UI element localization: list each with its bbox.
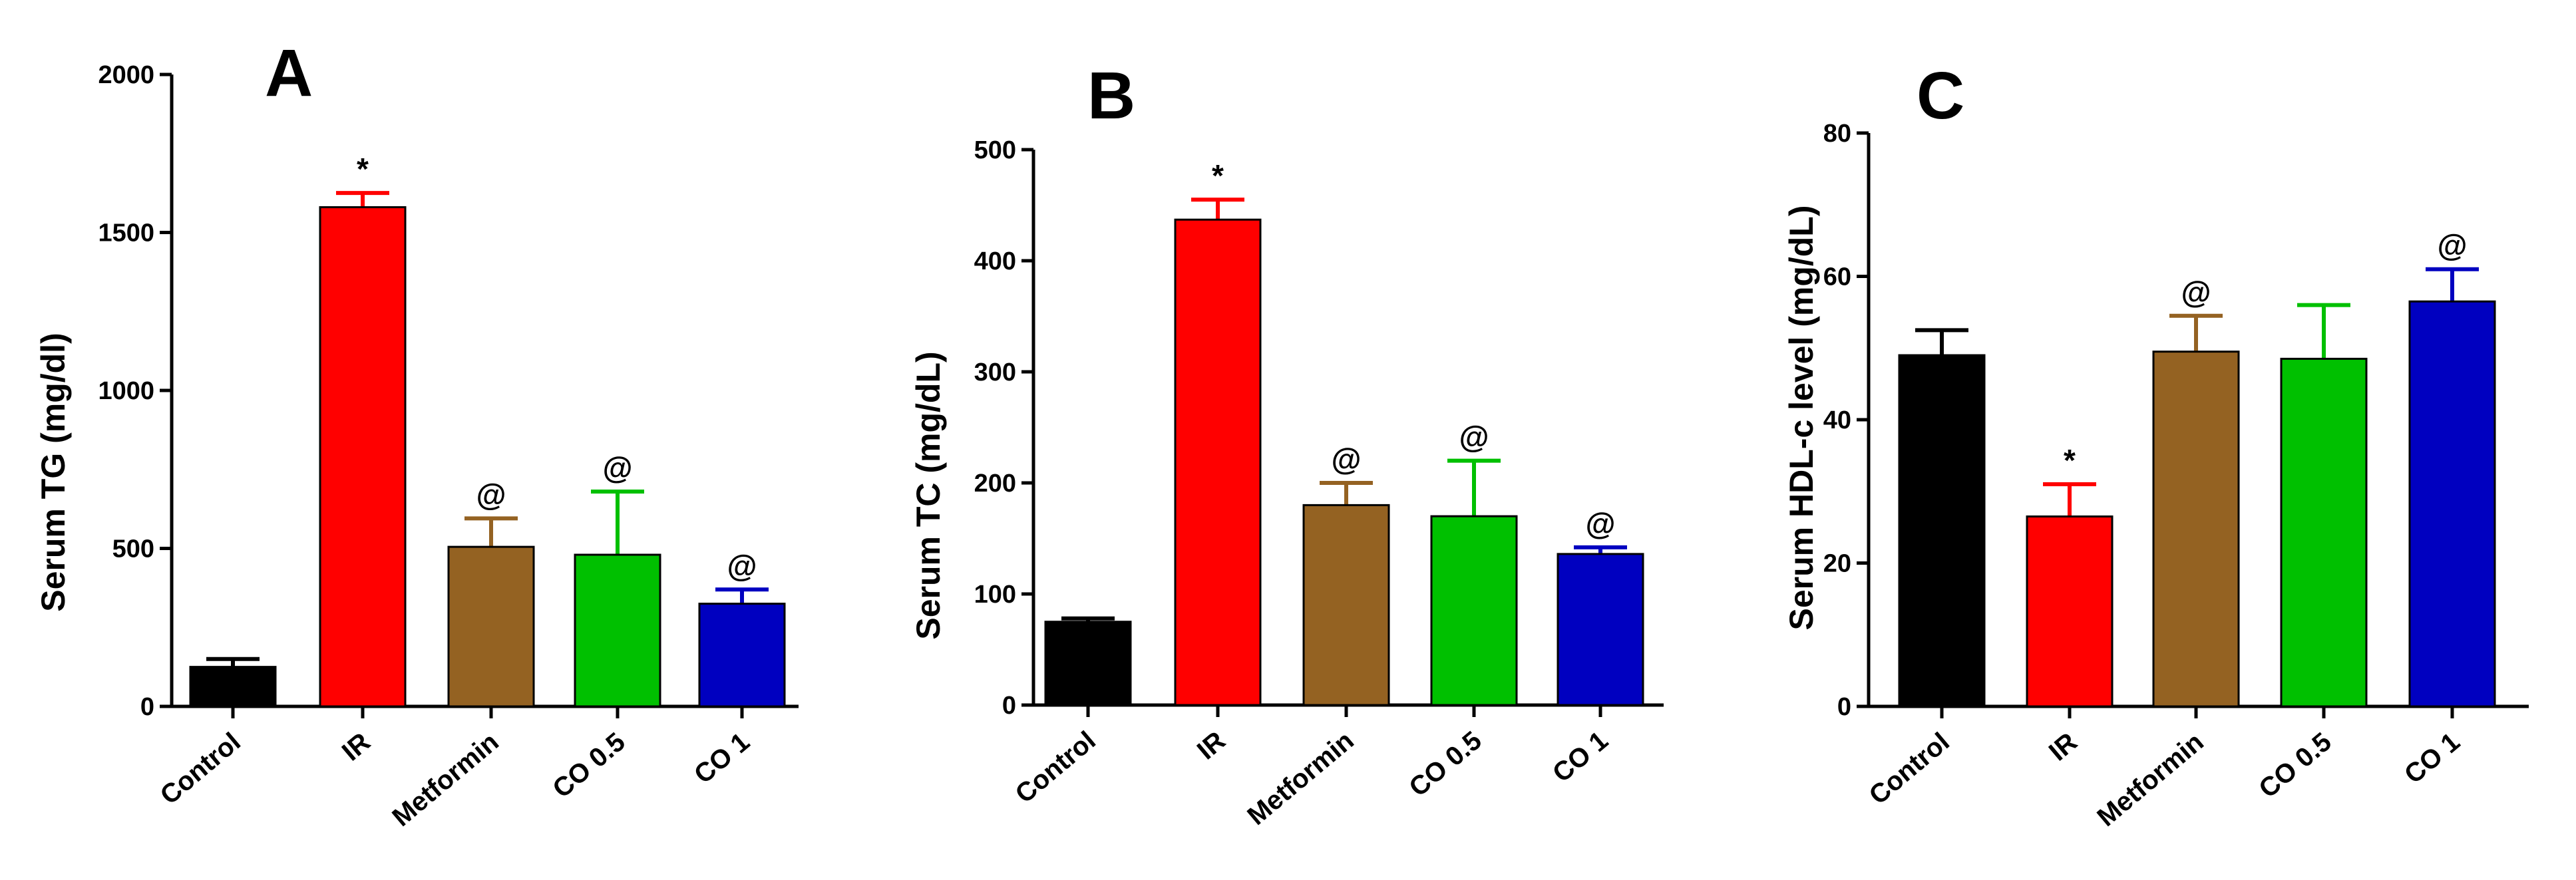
panel-c-x-tick-label-ir: IR	[2044, 727, 2083, 766]
panel-b-bars: Control * IR @ Metformin @ CO 0.5 @ CO 1	[1010, 158, 1644, 831]
panel-a-significance-mark-ir: *	[357, 152, 369, 186]
panel-b-significance-mark-co-0-5: @	[1459, 420, 1489, 454]
panel-c-x-tick-label-co-0-5: CO 0.5	[2253, 727, 2336, 804]
panel-b-significance-mark-co-1: @	[1586, 506, 1616, 541]
panel-b-y-tick-label: 400	[974, 247, 1016, 275]
panel-a-bar-metformin	[447, 545, 535, 708]
panel-c-y-tick-label: 80	[1823, 120, 1851, 148]
panel-a-y-tick-label: 1000	[98, 377, 154, 405]
panel-a-x-tick-label-control: Control	[155, 727, 246, 810]
panel-c-bar-control	[1898, 354, 1986, 708]
panel-c-bar-co-1	[2408, 300, 2496, 708]
panel-c-significance-mark-metformin: @	[2181, 275, 2211, 309]
panel-a-x-tick-label-metformin: Metformin	[387, 727, 504, 832]
panel-a-x-tick-label-ir: IR	[337, 727, 376, 766]
panel-c-y-tick-label: 0	[1837, 693, 1851, 721]
panel-b-bar-co-0-5	[1430, 515, 1518, 706]
panel-a-y-tick-label: 500	[112, 535, 154, 563]
panel-c-bar-ir	[2026, 515, 2114, 708]
panel-b-significance-mark-ir: *	[1212, 158, 1224, 193]
panel-c-x-tick-label-metformin: Metformin	[2092, 727, 2209, 832]
panel-b-significance-mark-metformin: @	[1332, 442, 1362, 476]
panel-b-letter: B	[1087, 59, 1135, 133]
panel-c-bar-co-0-5	[2280, 357, 2368, 708]
panel-b-x-tick-label-metformin: Metformin	[1242, 726, 1359, 831]
panel-b-bar-ir	[1174, 218, 1262, 706]
panel-b-x-tick-label-co-0-5: CO 0.5	[1403, 726, 1487, 802]
panel-a-bar-ir	[319, 206, 407, 708]
panel-a-letter: A	[265, 36, 313, 110]
panel-b-y-tick-label: 100	[974, 581, 1016, 609]
panel-b-y-tick-label: 0	[1002, 692, 1016, 720]
panel-b-x-tick-label-co-1: CO 1	[1547, 726, 1614, 788]
panel-b-y-tick-label: 500	[974, 136, 1016, 164]
panel-c-y-axis-label: Serum HDL-c level (mg/dL)	[1783, 206, 1820, 631]
panel-b-x-tick-label-control: Control	[1010, 726, 1101, 809]
panel-c: C Serum HDL-c level (mg/dL) 0 20 40 60 80 Co…	[1783, 59, 2529, 832]
panel-b-bar-control	[1044, 621, 1132, 706]
panel-b-y-tick-label: 300	[974, 359, 1016, 386]
panel-c-bar-metformin	[2152, 351, 2240, 708]
panel-a-y-tick-label: 0	[140, 693, 154, 721]
panel-a-bar-co-0-5	[574, 553, 661, 708]
panel-c-y-tick-label: 20	[1823, 550, 1851, 578]
panel-a-significance-mark-co-1: @	[727, 548, 757, 583]
panel-c-significance-mark-ir: *	[2064, 443, 2076, 478]
panel-a-x-tick-label-co-0-5: CO 0.5	[547, 727, 630, 804]
panel-c-significance-mark-co-1: @	[2438, 228, 2468, 263]
panel-a-y-axis-label: Serum TG (mg/dl)	[35, 333, 72, 611]
panel-a: A Serum TG (mg/dl) 0 500 1000 1500 2000 Cont…	[35, 36, 799, 832]
panel-a-bar-control	[189, 666, 277, 708]
panel-c-letter: C	[1917, 59, 1964, 133]
panel-c-x-tick-label-co-1: CO 1	[2399, 727, 2466, 790]
panel-a-y-tick-label: 1500	[98, 220, 154, 247]
panel-b-bar-metformin	[1302, 504, 1390, 706]
panel-b-y-axis-label: Serum TC (mg/dL)	[910, 351, 947, 639]
panel-c-y-tick-label: 40	[1823, 406, 1851, 434]
panel-a-bar-co-1	[698, 603, 786, 708]
panel-a-x-tick-label-co-1: CO 1	[689, 727, 755, 790]
panel-a-bars: Control * IR @ Metformin @ CO 0.5 @ CO 1	[155, 152, 786, 832]
panel-a-significance-mark-metformin: @	[476, 477, 506, 512]
panel-b: B Serum TC (mg/dL) 0 100 200 300 400 500 Cont…	[910, 59, 1664, 831]
panel-c-x-tick-label-control: Control	[1864, 727, 1955, 810]
panel-a-significance-mark-co-0-5: @	[603, 450, 633, 485]
panel-a-y-tick-label: 2000	[98, 61, 154, 89]
panel-b-bar-co-1	[1557, 553, 1644, 706]
panel-c-bars: Control * IR @ Metformin CO 0.5 @ CO 1	[1864, 228, 2496, 832]
panel-b-y-tick-label: 200	[974, 470, 1016, 498]
panel-b-x-tick-label-ir: IR	[1192, 726, 1231, 765]
panel-c-y-tick-label: 60	[1823, 263, 1851, 291]
